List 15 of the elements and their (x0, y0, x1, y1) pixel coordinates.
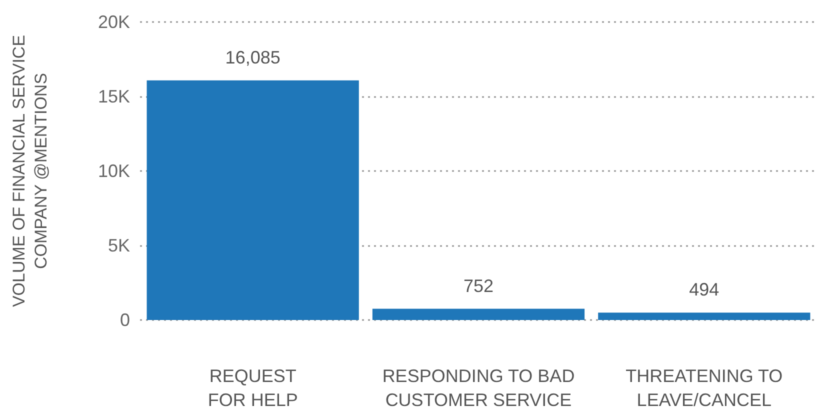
y-tick-label: 20K (98, 12, 130, 32)
y-tick-label: 10K (98, 161, 130, 181)
data-label: 752 (463, 276, 494, 296)
x-tick-label: REQUEST FOR HELP (208, 366, 298, 410)
x-tick-label: RESPONDING TO BAD CUSTOMER SERVICE (382, 366, 575, 410)
bar (146, 80, 359, 320)
y-tick-label: 5K (108, 236, 130, 256)
bar (372, 308, 585, 320)
x-tick-label: THREATENING TO LEAVE/CANCEL (626, 366, 783, 410)
bar (598, 312, 810, 320)
data-label: 16,085 (225, 47, 280, 68)
y-tick-label: 15K (98, 86, 130, 106)
data-label: 494 (689, 280, 720, 300)
y-axis-title: VOLUME OF FINANCIAL SERVICE COMPANY @MENTIONS (10, 34, 50, 308)
y-tick-label: 0 (120, 310, 130, 330)
